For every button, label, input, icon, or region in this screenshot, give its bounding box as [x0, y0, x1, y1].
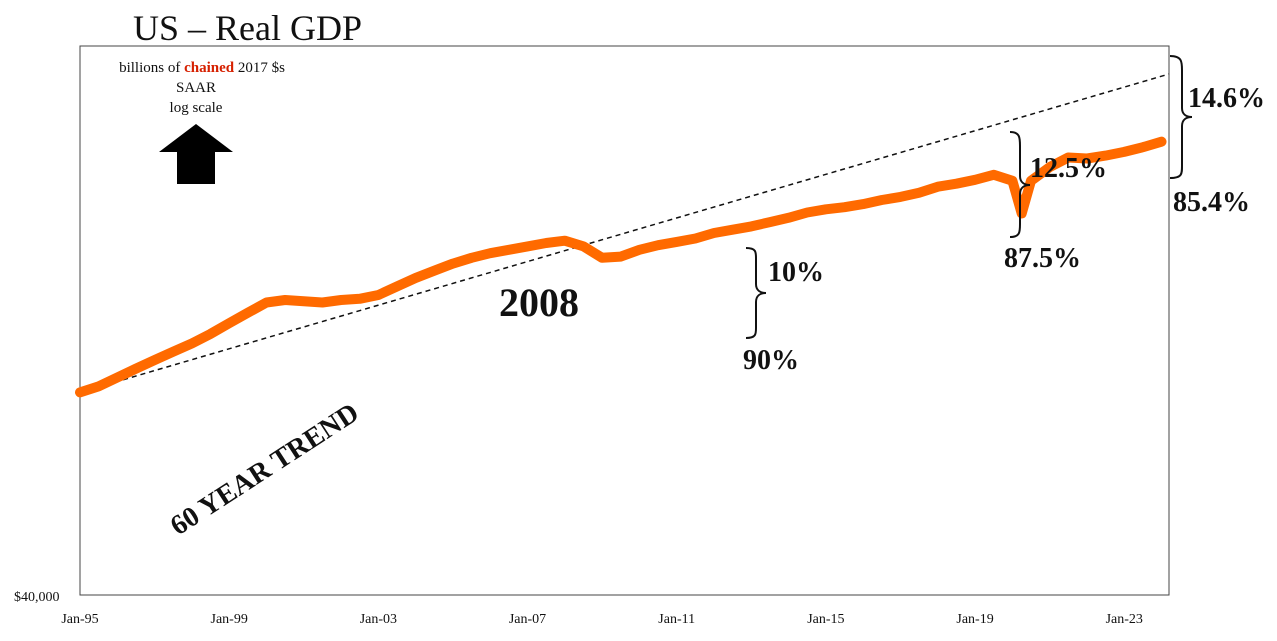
ratio-2020-label: 87.5%	[1004, 243, 1081, 274]
label-2008: 2008	[499, 280, 579, 325]
saar-note: SAAR	[176, 80, 216, 96]
gap-2020-label: 12.5%	[1030, 153, 1107, 184]
chart-title: US – Real GDP	[133, 8, 362, 48]
x-tick-label: Jan-15	[807, 612, 844, 627]
brace-2020	[1009, 131, 1031, 238]
x-tick-label: Jan-95	[61, 612, 98, 627]
plot-frame	[79, 45, 1170, 596]
x-tick-label: Jan-23	[1106, 612, 1143, 627]
x-tick-label: Jan-07	[509, 612, 546, 627]
up-arrow-icon	[159, 124, 233, 184]
y-min-label: $40,000	[14, 590, 60, 605]
x-tick-label: Jan-03	[360, 612, 397, 627]
ratio-2013-label: 90%	[743, 345, 799, 376]
units-note: billions of chained 2017 $s	[119, 60, 285, 76]
x-tick-label: Jan-11	[658, 612, 695, 627]
gap-2013-label: 10%	[768, 257, 824, 288]
gdp-series-line	[75, 136, 1167, 398]
ratio-2024-label: 85.4%	[1173, 187, 1250, 218]
x-tick-label: Jan-99	[211, 612, 248, 627]
x-tick-label: Jan-19	[956, 612, 993, 627]
trend-line	[79, 73, 1170, 394]
chained-highlight: chained	[184, 60, 235, 76]
brace-2024	[1169, 55, 1193, 179]
brace-2013	[745, 247, 767, 339]
gap-2024-label: 14.6%	[1188, 83, 1265, 114]
log-scale-note: log scale	[170, 100, 223, 116]
x-axis-ticks: Jan-95 Jan-99 Jan-03 Jan-07 Jan-11 Jan-15 Jan-…	[61, 612, 1143, 627]
trend-label: 60 YEAR TREND	[165, 397, 365, 542]
